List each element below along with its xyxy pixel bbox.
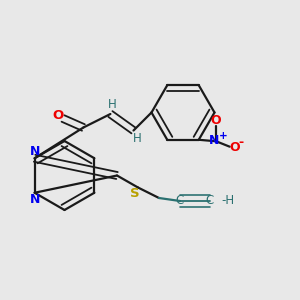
Text: -: - <box>238 136 244 149</box>
Text: N: N <box>29 193 40 206</box>
Text: N: N <box>209 134 220 147</box>
Text: H: H <box>133 132 142 146</box>
Text: C: C <box>206 194 214 208</box>
Text: O: O <box>210 114 220 127</box>
Text: +: + <box>219 131 228 142</box>
Text: N: N <box>29 145 40 158</box>
Text: -H: -H <box>221 194 235 207</box>
Text: S: S <box>130 187 139 200</box>
Text: C: C <box>176 194 184 208</box>
Text: O: O <box>52 109 64 122</box>
Text: O: O <box>230 141 240 154</box>
Text: H: H <box>107 98 116 112</box>
